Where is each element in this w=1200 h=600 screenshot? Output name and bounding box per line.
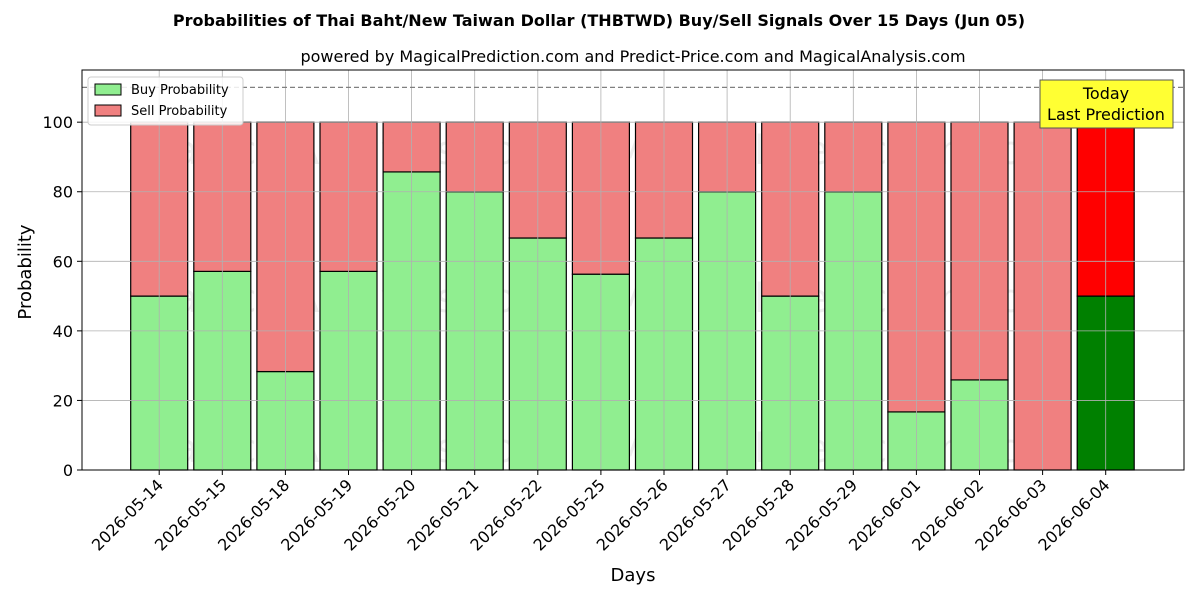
legend: Buy Probability Sell Probability (87, 76, 244, 126)
chart-subtitle: powered by MagicalPrediction.com and Pre… (300, 47, 965, 66)
annotation-text: Last Prediction (1047, 105, 1165, 124)
legend-swatch (94, 83, 122, 96)
y-tick-label: 100 (42, 113, 73, 132)
chart-title: Probabilities of Thai Baht/New Taiwan Do… (173, 11, 1025, 30)
legend-swatch (94, 104, 122, 117)
legend-label: Sell Probability (131, 104, 228, 119)
y-tick-label: 20 (53, 391, 73, 410)
x-axis-label: Days (611, 565, 656, 586)
y-tick-label: 60 (53, 252, 73, 271)
plot-area: MagicalAnalysis.comMagicalPrediction.com… (42, 69, 1185, 555)
y-tick-label: 80 (53, 183, 73, 202)
y-tick-label: 0 (63, 461, 73, 480)
legend-label: Buy Probability (131, 83, 229, 98)
y-axis-label: Probability (15, 224, 36, 319)
y-tick-label: 40 (53, 322, 73, 341)
annotation-text: Today (1082, 84, 1129, 103)
plot-frame (81, 69, 1185, 471)
annotation-box (1039, 79, 1174, 129)
annotation: Today Last Prediction (1039, 79, 1174, 129)
legend-box (87, 76, 244, 126)
